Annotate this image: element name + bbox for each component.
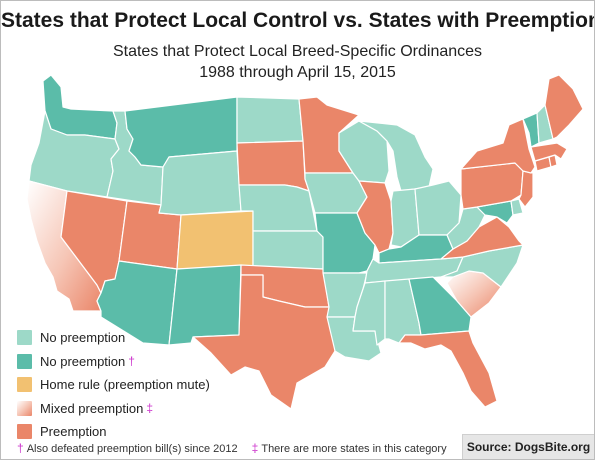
chart-subtitle: States that Protect Local Breed-Specific… [112,43,483,60]
state-florida[interactable] [398,330,498,408]
legend-item-no-preemption: No preemption [17,326,210,350]
legend-label: No preemption [40,353,126,369]
state-south-dakota[interactable] [236,140,310,192]
footnote-ddagger-text: There are more states in this category [261,443,447,455]
source-credit: Source: DogsBite.org [462,434,594,459]
state-delaware[interactable] [510,198,524,216]
legend-label: Preemption [40,424,107,440]
legend-item-mixed-preemption: Mixed preemption ‡ [17,397,210,421]
state-vermont[interactable] [522,112,540,148]
chart-title: States that Protect Local Control vs. St… [1,9,595,32]
footnote-dagger-text: Also defeated preemption bill(s) since 2… [26,443,238,455]
state-new-york[interactable] [460,118,536,174]
state-north-dakota[interactable] [236,96,304,144]
legend-item-home-rule: Home rule (preemption mute) [17,373,210,397]
double-dagger-mark: ‡ [251,441,259,455]
legend-swatch [17,424,32,440]
legend-item-no-preemption-defeated: No preemption † [17,350,210,374]
legend-label: Mixed preemption [40,400,144,416]
legend-item-preemption: Preemption [17,420,210,444]
chart-date-range: 1988 through April 15, 2015 [199,64,396,81]
state-ohio[interactable] [414,180,462,236]
dagger-mark: † [128,354,135,369]
state-maine[interactable] [544,74,584,140]
legend-swatch [17,353,32,369]
state-kansas[interactable] [252,230,324,270]
state-massachusetts[interactable] [530,142,568,162]
double-dagger-mark: ‡ [146,401,154,416]
legend-swatch [17,377,32,393]
state-north-carolina[interactable] [440,244,524,288]
state-georgia[interactable] [408,276,472,336]
state-colorado[interactable] [176,210,254,270]
state-wyoming[interactable] [158,150,242,216]
state-washington[interactable] [42,74,118,140]
state-texas[interactable] [192,274,336,410]
legend: No preemption No preemption † Home rule … [17,326,210,444]
legend-label: Home rule (preemption mute) [40,377,210,393]
footnote: † Also defeated preemption bill(s) since … [17,441,447,455]
legend-label: No preemption [40,330,126,346]
legend-swatch [17,400,32,416]
state-new-jersey[interactable] [518,170,534,208]
legend-swatch [17,330,32,346]
dagger-mark: † [17,441,24,455]
state-mississippi[interactable] [352,280,386,346]
